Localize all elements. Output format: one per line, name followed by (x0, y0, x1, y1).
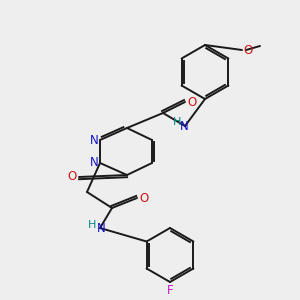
Text: O: O (68, 170, 76, 184)
Text: O: O (140, 191, 148, 205)
Text: O: O (188, 95, 196, 109)
Text: N: N (180, 119, 188, 133)
Text: O: O (243, 44, 253, 56)
Text: N: N (90, 134, 98, 146)
Text: H: H (88, 220, 96, 230)
Text: N: N (97, 221, 105, 235)
Text: F: F (167, 284, 173, 296)
Text: N: N (90, 157, 98, 169)
Text: H: H (173, 117, 181, 127)
